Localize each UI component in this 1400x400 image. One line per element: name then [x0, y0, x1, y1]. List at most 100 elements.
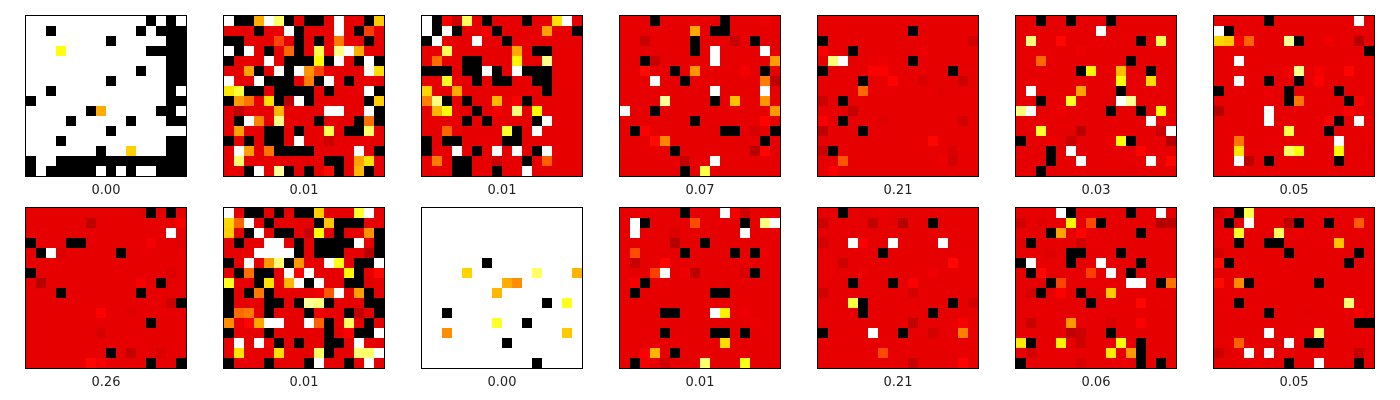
heatmap-cell — [1076, 156, 1087, 167]
heatmap-cell — [838, 116, 849, 127]
heatmap-cell — [1304, 106, 1315, 117]
heatmap-cell — [948, 46, 959, 57]
heatmap-cell — [26, 16, 37, 27]
heatmap-cell — [512, 338, 523, 349]
heatmap-cell — [1046, 268, 1057, 279]
heatmap-cell — [56, 358, 67, 368]
heatmap-cell — [640, 298, 651, 309]
heatmap-cell — [888, 96, 899, 107]
heatmap-cell — [334, 16, 345, 27]
heatmap-cell — [1344, 116, 1355, 127]
heatmap-cell — [224, 46, 235, 57]
heatmap-cell — [690, 348, 701, 359]
heatmap-cell — [96, 126, 107, 137]
heatmap-cell — [1244, 146, 1255, 157]
heatmap-cell — [106, 338, 117, 349]
heatmap-cell — [1234, 318, 1245, 329]
heatmap-cell — [532, 268, 543, 279]
heatmap-cell — [898, 338, 909, 349]
heatmap-cell — [1224, 66, 1235, 77]
heatmap-cell — [1214, 208, 1225, 219]
heatmap-cell — [76, 238, 87, 249]
heatmap-cell — [928, 16, 939, 27]
heatmap-cell — [1146, 248, 1157, 259]
heatmap-cell — [1166, 238, 1176, 249]
heatmap-cell — [26, 56, 37, 67]
heatmap-cell — [36, 76, 47, 87]
heatmap-cell — [1016, 36, 1027, 47]
heatmap-cell — [740, 36, 751, 47]
heatmap-cell — [224, 268, 235, 279]
heatmap-cell — [838, 278, 849, 289]
heatmap-cell — [948, 106, 959, 117]
heatmap-cell — [1136, 328, 1147, 339]
heatmap-cell — [898, 268, 909, 279]
heatmap-cell — [1076, 116, 1087, 127]
heatmap-cell — [274, 318, 285, 329]
heatmap-cell — [670, 126, 681, 137]
heatmap-cell — [670, 318, 681, 329]
heatmap-cell — [908, 358, 919, 368]
heatmap-cell — [244, 106, 255, 117]
heatmap-cell — [224, 278, 235, 289]
heatmap-cell — [968, 116, 978, 127]
heatmap-cell — [1304, 136, 1315, 147]
heatmap-cell — [442, 106, 453, 117]
heatmap-cell — [1136, 36, 1147, 47]
heatmap-cell — [700, 166, 711, 176]
heatmap-cell — [1056, 156, 1067, 167]
heatmap-cell — [66, 338, 77, 349]
heatmap-cell — [344, 358, 355, 368]
heatmap-cell — [1136, 146, 1147, 157]
heatmap-cell — [1086, 258, 1097, 269]
heatmap-cell — [1354, 106, 1365, 117]
heatmap-cell — [562, 66, 573, 77]
heatmap-cell — [36, 66, 47, 77]
heatmap-cell — [1096, 36, 1107, 47]
heatmap-cell — [1314, 328, 1325, 339]
heatmap-cell — [432, 66, 443, 77]
heatmap-cell — [750, 308, 761, 319]
heatmap-cell — [740, 146, 751, 157]
heatmap-cell — [918, 116, 929, 127]
heatmap-cell — [324, 156, 335, 167]
heatmap-cell — [1244, 156, 1255, 167]
heatmap-svg — [1016, 208, 1176, 368]
heatmap-cell — [254, 146, 265, 157]
heatmap-cell — [1076, 46, 1087, 57]
heatmap-cell — [422, 338, 433, 349]
heatmap-cell — [66, 166, 77, 176]
heatmap-cell — [324, 136, 335, 147]
heatmap-cell — [878, 126, 889, 137]
heatmap-cell — [146, 288, 157, 299]
heatmap-cell — [1026, 96, 1037, 107]
heatmap-cell — [710, 156, 721, 167]
heatmap-cell — [284, 308, 295, 319]
heatmap-cell — [740, 156, 751, 167]
heatmap-cell — [760, 146, 771, 157]
heatmap-cell — [244, 268, 255, 279]
heatmap-cell — [1136, 338, 1147, 349]
heatmap-cell — [442, 26, 453, 37]
heatmap-cell — [740, 116, 751, 127]
heatmap-cell — [1284, 358, 1295, 368]
heatmap-cell — [818, 146, 829, 157]
heatmap-cell — [1016, 268, 1027, 279]
heatmap-cell — [1116, 146, 1127, 157]
heatmap-cell — [1166, 268, 1176, 279]
heatmap-cell — [700, 36, 711, 47]
heatmap-cell — [264, 268, 275, 279]
heatmap-cell — [1036, 146, 1047, 157]
heatmap-cell — [1066, 278, 1077, 289]
heatmap-cell — [650, 258, 661, 269]
heatmap-cell — [492, 228, 503, 239]
heatmap-cell — [660, 318, 671, 329]
heatmap-cell — [56, 166, 67, 176]
heatmap-cell — [502, 208, 513, 219]
heatmap-cell — [572, 228, 582, 239]
heatmap-cell — [1234, 96, 1245, 107]
heatmap-cell — [1086, 156, 1097, 167]
heatmap-cell — [1354, 228, 1365, 239]
heatmap-cell — [828, 136, 839, 147]
heatmap-cell — [314, 136, 325, 147]
